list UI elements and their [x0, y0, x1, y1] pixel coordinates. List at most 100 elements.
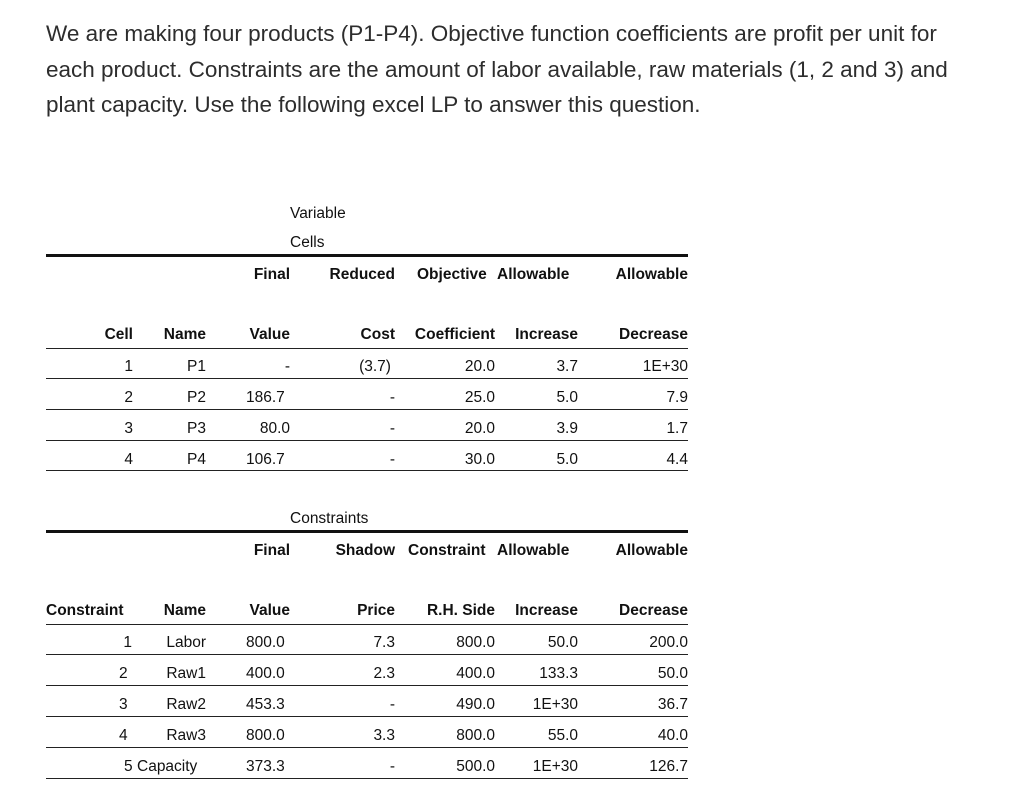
constraint-number: 5: [124, 758, 133, 775]
table-rule: [46, 654, 688, 655]
constraint-final-value: 400.0: [246, 665, 285, 682]
cell-allowable-decrease: 1.7: [666, 420, 688, 437]
header-value: Value: [249, 602, 291, 619]
cell-number: 1: [124, 358, 133, 375]
intro-paragraph: We are making four products (P1-P4). Obj…: [46, 21, 948, 117]
header-objective: Objective: [417, 266, 487, 283]
cell-reduced-cost: -: [389, 420, 395, 437]
cell-number: 3: [124, 420, 133, 437]
cell-objective-coefficient: 20.0: [464, 420, 495, 437]
cell-name: P1: [187, 358, 206, 375]
constraint-allowable-decrease: 40.0: [657, 727, 688, 744]
constraint-number: 1: [123, 634, 132, 651]
table-rule: [46, 254, 688, 257]
cell-allowable-decrease: 1E+30: [642, 358, 688, 375]
constraint-final-value: 800.0: [246, 727, 285, 744]
constraint-final-value: 800.0: [246, 634, 285, 651]
header-allowable-dec: Allowable: [615, 266, 688, 283]
cell-reduced-cost: (3.7): [359, 358, 391, 375]
table-rule: [46, 440, 688, 441]
header-name: Name: [163, 326, 206, 343]
constraint-shadow-price: 7.3: [373, 634, 395, 651]
header-increase: Increase: [515, 602, 578, 619]
constraint-allowable-increase: 50.0: [547, 634, 578, 651]
constraint-allowable-decrease: 126.7: [649, 758, 688, 775]
cell-final-value: 80.0: [259, 420, 290, 437]
constraint-allowable-increase: 55.0: [547, 727, 578, 744]
table-rule: [46, 409, 688, 410]
header-allowable-inc: Allowable: [497, 542, 570, 559]
constraint-name: Raw3: [166, 727, 206, 744]
constraint-name: Labor: [166, 634, 206, 651]
header-coefficient: Coefficient: [414, 326, 495, 343]
header-price: Price: [357, 602, 395, 619]
table-rule: [46, 624, 688, 625]
constraint-shadow-price: -: [389, 758, 395, 775]
variable-cells-caption-2: Cells: [290, 234, 325, 251]
header-value: Value: [249, 326, 291, 343]
header-constraint-num: Constraint: [46, 602, 124, 619]
cell-allowable-increase: 3.9: [556, 420, 578, 437]
header-cost: Cost: [360, 326, 395, 343]
header-allowable-dec: Allowable: [615, 542, 688, 559]
constraint-rh-side: 400.0: [456, 665, 495, 682]
cell-name: P4: [187, 451, 206, 468]
constraint-final-value: 373.3: [246, 758, 285, 775]
constraint-allowable-decrease: 36.7: [657, 696, 688, 713]
cell-number: 4: [124, 451, 133, 468]
table-rule: [46, 716, 688, 717]
constraint-rh-side: 800.0: [456, 727, 495, 744]
header-rh-side: R.H. Side: [426, 602, 495, 619]
header-constraint: Constraint: [408, 542, 486, 559]
table-rule: [46, 470, 688, 471]
constraint-allowable-increase: 1E+30: [532, 758, 578, 775]
cell-objective-coefficient: 30.0: [464, 451, 495, 468]
constraint-name: Raw1: [166, 665, 206, 682]
constraint-shadow-price: 3.3: [373, 727, 395, 744]
constraints-caption: Constraints: [290, 510, 369, 527]
cell-final-value: -: [284, 358, 290, 375]
cell-allowable-decrease: 7.9: [666, 389, 688, 406]
table-rule: [46, 348, 688, 349]
header-shadow: Shadow: [335, 542, 395, 559]
cell-number: 2: [124, 389, 133, 406]
cell-final-value: 106.7: [246, 451, 285, 468]
header-decrease: Decrease: [619, 326, 688, 343]
header-decrease: Decrease: [619, 602, 688, 619]
cell-allowable-increase: 3.7: [556, 358, 578, 375]
constraint-allowable-decrease: 200.0: [649, 634, 688, 651]
constraint-name: Capacity: [137, 758, 198, 775]
constraint-allowable-increase: 133.3: [539, 665, 578, 682]
constraint-final-value: 453.3: [246, 696, 285, 713]
constraint-name: Raw2: [166, 696, 206, 713]
header-name: Name: [163, 602, 206, 619]
cell-objective-coefficient: 25.0: [464, 389, 495, 406]
header-reduced: Reduced: [329, 266, 395, 283]
constraint-number: 3: [119, 696, 128, 713]
cell-reduced-cost: -: [389, 451, 395, 468]
header-increase: Increase: [515, 326, 578, 343]
constraint-allowable-decrease: 50.0: [657, 665, 688, 682]
constraint-rh-side: 800.0: [456, 634, 495, 651]
constraint-allowable-increase: 1E+30: [532, 696, 578, 713]
constraint-shadow-price: -: [389, 696, 395, 713]
header-cell: Cell: [104, 326, 133, 343]
cell-allowable-increase: 5.0: [556, 451, 578, 468]
cell-final-value: 186.7: [246, 389, 285, 406]
constraint-number: 2: [119, 665, 128, 682]
header-final: Final: [253, 266, 290, 283]
cell-allowable-increase: 5.0: [556, 389, 578, 406]
cell-allowable-decrease: 4.4: [666, 451, 688, 468]
table-rule: [46, 778, 688, 779]
constraint-rh-side: 500.0: [456, 758, 495, 775]
constraint-shadow-price: 2.3: [373, 665, 395, 682]
table-rule: [46, 378, 688, 379]
header-final: Final: [253, 542, 290, 559]
cell-name: P2: [187, 389, 206, 406]
table-rule: [46, 685, 688, 686]
table-rule: [46, 747, 688, 748]
table-rule: [46, 530, 688, 533]
header-allowable-inc: Allowable: [497, 266, 570, 283]
cell-objective-coefficient: 20.0: [464, 358, 495, 375]
constraint-number: 4: [119, 727, 128, 744]
